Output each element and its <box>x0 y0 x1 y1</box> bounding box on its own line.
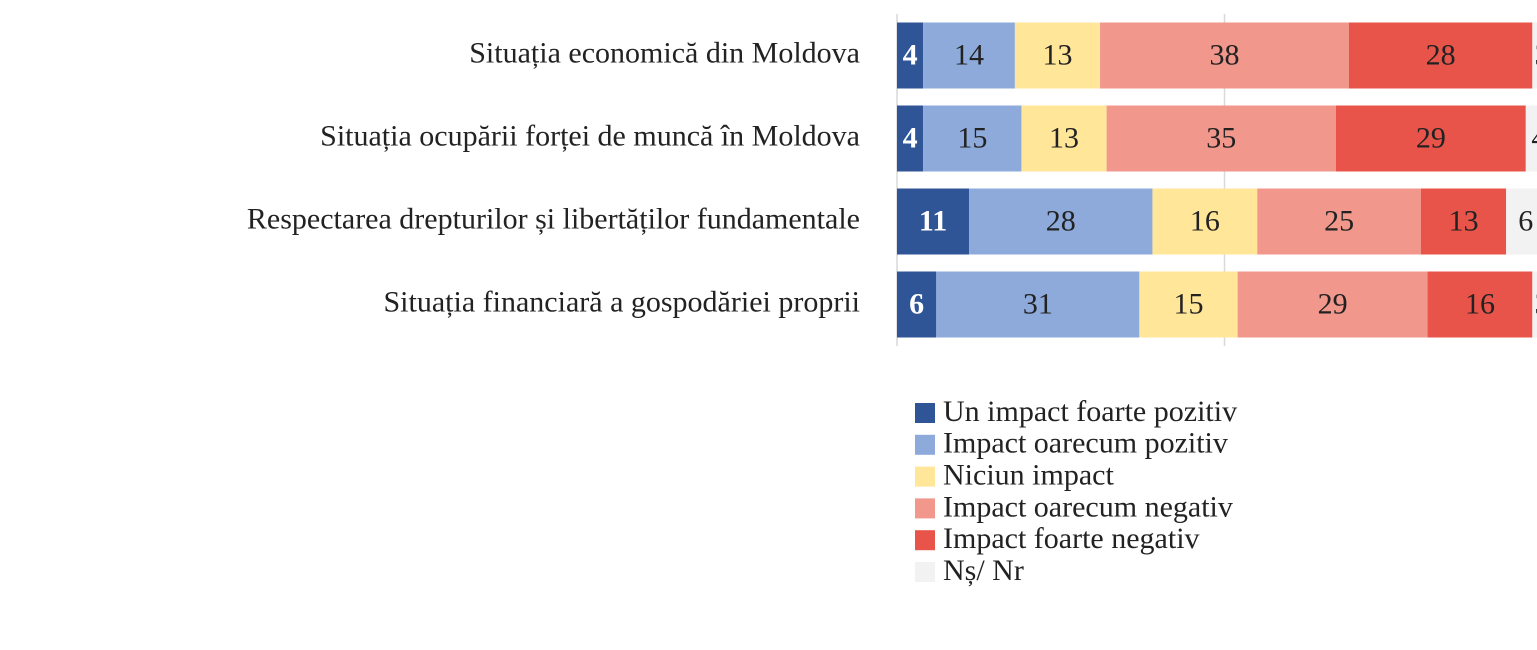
legend-swatch <box>915 498 935 519</box>
bar-segment <box>969 188 1153 255</box>
bar-segment <box>1237 271 1428 338</box>
bar-segment <box>923 105 1022 172</box>
bar-segment <box>1335 105 1526 172</box>
bar-segment <box>897 22 924 89</box>
category-label: Situația economică din Moldova <box>469 36 860 69</box>
data-label: 16 <box>1190 204 1220 237</box>
bar-segment <box>1427 271 1533 338</box>
bar-segment <box>1525 105 1537 172</box>
data-label: 4 <box>1531 121 1537 154</box>
bar-segment <box>897 105 924 172</box>
legend-label: Niciun impact <box>943 458 1114 491</box>
bar-segment <box>1348 22 1533 89</box>
data-label: 31 <box>1023 287 1053 320</box>
legend-label: Impact oarecum negativ <box>943 490 1233 523</box>
legend-swatch <box>915 403 935 423</box>
data-label: 13 <box>1049 121 1079 154</box>
data-label: 11 <box>919 204 947 237</box>
data-label: 3 <box>1535 287 1537 320</box>
bar-segment <box>1100 22 1349 89</box>
data-label: 35 <box>1206 121 1236 154</box>
data-label: 3 <box>1535 38 1537 71</box>
bar-segment <box>1506 188 1537 255</box>
legend-label: Un impact foarte pozitiv <box>943 395 1237 428</box>
bar-segment <box>1106 105 1336 172</box>
data-label: 15 <box>1173 287 1203 320</box>
data-label: 13 <box>1042 38 1072 71</box>
bar-segment <box>1021 105 1107 172</box>
bar-segment <box>897 271 937 338</box>
bar-segment <box>1257 188 1421 255</box>
data-label: 6 <box>909 287 924 320</box>
legend-swatch <box>915 434 935 455</box>
data-label: 4 <box>903 121 918 154</box>
bar-segment <box>1532 271 1537 338</box>
legend-swatch <box>915 466 935 487</box>
data-label: 14 <box>954 38 984 71</box>
data-label: 6 <box>1518 204 1533 237</box>
bar-segment <box>897 188 970 255</box>
data-label: 16 <box>1465 287 1495 320</box>
legend-swatch <box>915 562 935 582</box>
data-label: 29 <box>1318 287 1348 320</box>
data-label: 13 <box>1449 204 1479 237</box>
category-label: Situația financiară a gospodăriei propri… <box>384 285 861 318</box>
data-label: 25 <box>1324 204 1354 237</box>
legend-swatch <box>915 530 935 551</box>
legend-label: Impact oarecum pozitiv <box>943 427 1228 460</box>
bar-segment <box>923 22 1015 89</box>
legend-label: Nș/ Nr <box>943 554 1024 587</box>
data-label: 28 <box>1046 204 1076 237</box>
bar-segment <box>936 271 1140 338</box>
bar-segment <box>1421 188 1507 255</box>
category-label: Respectarea drepturilor și libertăților … <box>247 202 860 235</box>
data-label: 28 <box>1426 38 1456 71</box>
bar-segment <box>1139 271 1238 338</box>
data-label: 15 <box>957 121 987 154</box>
category-label: Situația ocupării forței de muncă în Mol… <box>320 119 860 152</box>
bar-segment <box>1532 22 1537 89</box>
bar-segment <box>1152 188 1258 255</box>
data-label: 38 <box>1210 38 1240 71</box>
bar-segment <box>1014 22 1101 89</box>
data-label: 29 <box>1416 121 1446 154</box>
legend-label: Impact foarte negativ <box>943 522 1200 555</box>
data-label: 4 <box>903 38 918 71</box>
